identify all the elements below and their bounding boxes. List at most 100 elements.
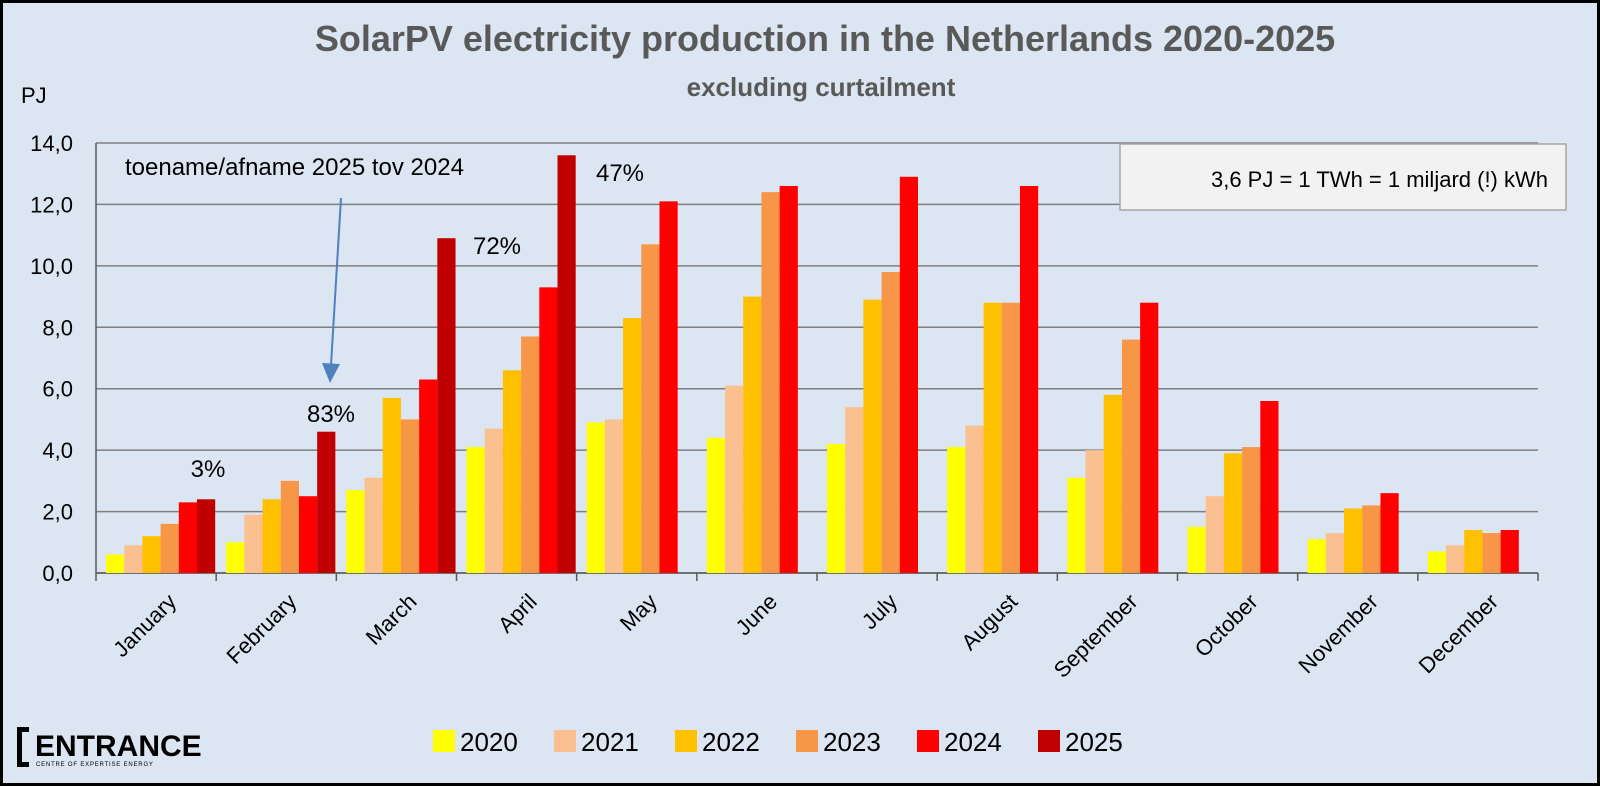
bar-january-2020 [106,554,125,573]
bar-october-2024 [1260,401,1279,573]
y-tick-label: 2,0 [42,500,73,525]
x-tick-label-july: July [857,589,902,634]
bar-february-2024 [298,496,318,573]
conversion-note-box [1119,143,1567,211]
entrance-logo: ENTRANCE CENTRE OF EXPERTISE ENERGY [17,727,202,768]
bar-march-2024 [419,379,438,573]
bar-june-2022 [743,296,762,573]
x-tick-labels: January February March April May June July Augu… [108,589,1503,683]
y-tick-label: 12,0 [30,192,73,217]
legend-swatch-2020 [433,730,455,752]
bar-march-2020 [346,490,365,573]
x-tick-label-march: March [361,589,422,650]
logo-bracket-bar [17,727,22,767]
bar-december-2022 [1464,530,1483,573]
bar-july-2021 [845,407,864,573]
bar-may-2022 [623,318,642,573]
chart-title: SolarPV electricity production in the Ne… [315,18,1335,59]
bar-july-2023 [881,272,900,573]
bar-november-2021 [1325,533,1345,573]
bar-august-2024 [1019,186,1039,573]
bars [106,155,1519,574]
bar-november-2023 [1362,505,1381,573]
bar-october-2023 [1242,447,1261,573]
bar-september-2022 [1103,394,1122,573]
bar-august-2020 [947,447,966,573]
y-tick-labels: 0,0 2,0 4,0 6,0 8,0 10,0 12,0 14,0 [30,131,73,586]
legend-swatch-2021 [554,730,576,752]
bar-august-2023 [1001,302,1020,573]
bar-january-2024 [178,502,197,573]
bar-january-2021 [124,545,143,573]
bar-march-2025 [437,238,456,573]
bar-october-2022 [1223,453,1243,573]
chart: SolarPV electricity production in the Ne… [17,18,1567,768]
conversion-note: 3,6 PJ = 1 TWh = 1 miljard (!) kWh [1119,143,1567,211]
logo-bracket-bottom [17,762,29,767]
bar-march-2023 [400,419,420,573]
x-tick-label-august: August [956,589,1022,655]
bar-october-2021 [1205,496,1224,573]
logo-bracket-top [17,727,29,732]
chart-subtitle: excluding curtailment [687,72,956,102]
bar-september-2020 [1067,477,1086,573]
bar-february-2023 [280,480,299,573]
bar-february-2025 [317,431,336,573]
bar-may-2024 [659,201,678,573]
bar-june-2020 [706,437,726,573]
bar-may-2020 [586,422,605,573]
arrow-label: toename/afname 2025 tov 2024 [125,154,464,181]
x-tick-label-september: September [1049,589,1143,683]
y-axis-label: PJ [21,83,47,108]
bar-september-2023 [1121,339,1141,573]
bar-april-2022 [502,370,522,573]
y-tick-label: 4,0 [42,438,73,463]
legend-label-2022: 2022 [702,727,760,757]
bar-august-2022 [983,302,1002,573]
x-tick-label-december: December [1414,589,1503,678]
y-tick-label: 14,0 [30,131,73,156]
y-tick-label: 10,0 [30,254,73,279]
bar-february-2022 [262,499,281,573]
bar-november-2024 [1380,493,1399,573]
bar-november-2022 [1344,508,1363,573]
bar-october-2020 [1187,526,1206,573]
y-tick-label: 6,0 [42,377,73,402]
bar-april-2021 [484,428,503,573]
bar-april-2020 [466,447,485,573]
percent-label-april: 47% [596,160,644,187]
legend-swatch-2025 [1038,730,1060,752]
bar-april-2024 [539,287,558,573]
y-tick-label: 8,0 [42,315,73,340]
legend-swatch-2023 [796,730,818,752]
legend-swatch-2022 [675,730,697,752]
bar-may-2021 [604,419,624,573]
bar-march-2021 [364,477,383,573]
bar-june-2021 [725,385,744,573]
bar-june-2024 [779,186,798,573]
legend-label-2020: 2020 [460,727,518,757]
bar-january-2025 [197,499,216,573]
annotation-arrow [330,197,342,366]
legend-swatch-2024 [917,730,939,752]
bar-december-2023 [1482,533,1501,573]
bar-november-2020 [1307,539,1326,573]
bar-january-2023 [160,523,179,573]
percent-label-january: 3% [191,456,226,483]
bar-june-2023 [761,192,780,573]
bar-july-2020 [827,444,846,573]
annotation-arrowhead [322,363,340,383]
bar-september-2021 [1085,450,1104,573]
bar-february-2021 [244,514,263,573]
x-tick-label-april: April [493,589,542,638]
bar-march-2022 [382,397,401,573]
bar-december-2021 [1446,545,1465,573]
bar-august-2021 [965,425,984,573]
percent-label-february: 83% [307,401,355,428]
bar-february-2020 [226,542,245,573]
bar-july-2024 [899,176,918,574]
logo-subtext: CENTRE OF EXPERTISE ENERGY [36,762,154,768]
x-tick-label-february: February [221,589,301,669]
x-tick-label-october: October [1190,589,1263,662]
